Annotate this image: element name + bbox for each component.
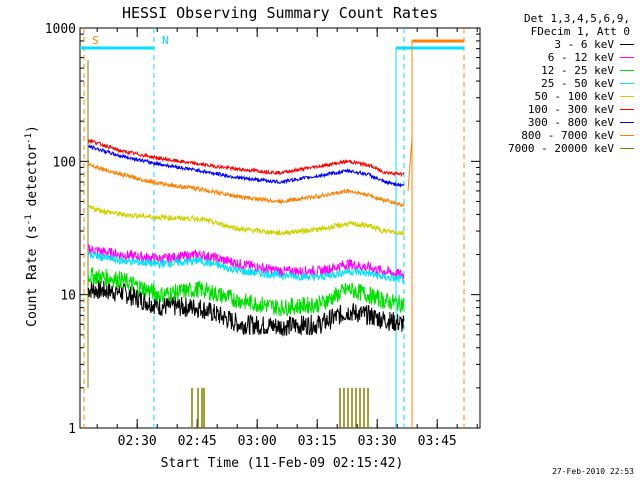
legend-item: 12 - 25 keV — [484, 64, 634, 77]
x-tick-label: 03:30 — [358, 434, 397, 449]
legend-item-label: 6 - 12 keV — [547, 51, 614, 64]
x-tick-label: 03:45 — [418, 434, 457, 449]
y-tick-label: 1 — [68, 422, 76, 437]
legend-item-label: 25 - 50 keV — [541, 77, 614, 90]
legend-swatch — [620, 96, 634, 97]
legend-item-label: 50 - 100 keV — [534, 90, 614, 103]
y-axis-label: Count Rate (s-1 detector-1) — [24, 125, 40, 327]
y-tick-label: 100 — [53, 155, 76, 170]
x-tick-label: 03:00 — [238, 434, 277, 449]
plot-area: 1 10 100 1000 02:30 02:45 03:00 03:15 03:30 03:45… — [45, 22, 481, 449]
y-axis-label-end: ) — [25, 125, 40, 133]
legend-swatch — [620, 83, 634, 84]
plot-frame — [79, 27, 481, 429]
saa-rise — [407, 48, 413, 191]
legend-item-label: 12 - 25 keV — [541, 64, 614, 77]
legend-item: 100 - 300 keV — [484, 103, 634, 116]
legend-header-line1: Det 1,3,4,5,6,9, — [524, 12, 630, 25]
legend-swatch — [620, 70, 634, 71]
annotation-label: S — [92, 34, 99, 47]
legend-swatch — [620, 44, 634, 45]
legend-item-label: 3 - 6 keV — [554, 38, 614, 51]
legend-item-label: 7000 - 20000 keV — [508, 142, 614, 155]
y-axis-label-sup1: -1 — [24, 214, 34, 225]
y-axis-label-mid: detector — [25, 144, 40, 215]
legend-swatch — [620, 122, 634, 123]
legend-item: 6 - 12 keV — [484, 51, 634, 64]
series-line — [87, 161, 405, 208]
x-tick-label: 02:30 — [118, 434, 157, 449]
legend: Det 1,3,4,5,6,9, FDecim 1, Att 0 3 - 6 k… — [484, 12, 634, 155]
chart-title: HESSI Observing Summary Count Rates — [122, 4, 438, 22]
legend-item: 7000 - 20000 keV — [484, 142, 634, 155]
y-axis-label-sup2: -1 — [24, 133, 34, 144]
legend-header-line2: FDecim 1, Att 0 — [530, 25, 630, 38]
y-axis-label-main: Count Rate (s — [25, 225, 40, 327]
series-line — [87, 267, 405, 317]
series-line — [87, 250, 405, 284]
footer-date: 27-Feb-2010 22:53 — [552, 467, 634, 476]
legend-swatch — [620, 135, 634, 136]
annotation-label: N — [162, 34, 169, 47]
legend-swatch — [620, 109, 634, 110]
series-line — [87, 279, 405, 337]
x-tick-label: 02:45 — [178, 434, 217, 449]
series-line — [87, 138, 405, 178]
legend-item: 25 - 50 keV — [484, 77, 634, 90]
y-tick-label: 10 — [60, 289, 76, 304]
legend-item: 3 - 6 keV — [484, 38, 634, 51]
x-tick-label: 03:15 — [298, 434, 337, 449]
legend-swatch — [620, 57, 634, 58]
legend-item-label: 300 - 800 keV — [527, 116, 614, 129]
legend-item: 800 - 7000 keV — [484, 129, 634, 142]
legend-item-label: 100 - 300 keV — [527, 103, 614, 116]
series-line — [87, 204, 405, 237]
legend-rows: 3 - 6 keV 6 - 12 keV 12 - 25 keV 25 - 50 ke… — [484, 38, 634, 155]
legend-swatch — [620, 148, 634, 149]
legend-item-label: 800 - 7000 keV — [521, 129, 614, 142]
y-tick-label: 1000 — [45, 22, 76, 37]
series-line — [87, 143, 405, 189]
x-axis-label: Start Time (11-Feb-09 02:15:42) — [161, 456, 404, 471]
series-line — [87, 244, 405, 280]
legend-item: 50 - 100 keV — [484, 90, 634, 103]
legend-item: 300 - 800 keV — [484, 116, 634, 129]
